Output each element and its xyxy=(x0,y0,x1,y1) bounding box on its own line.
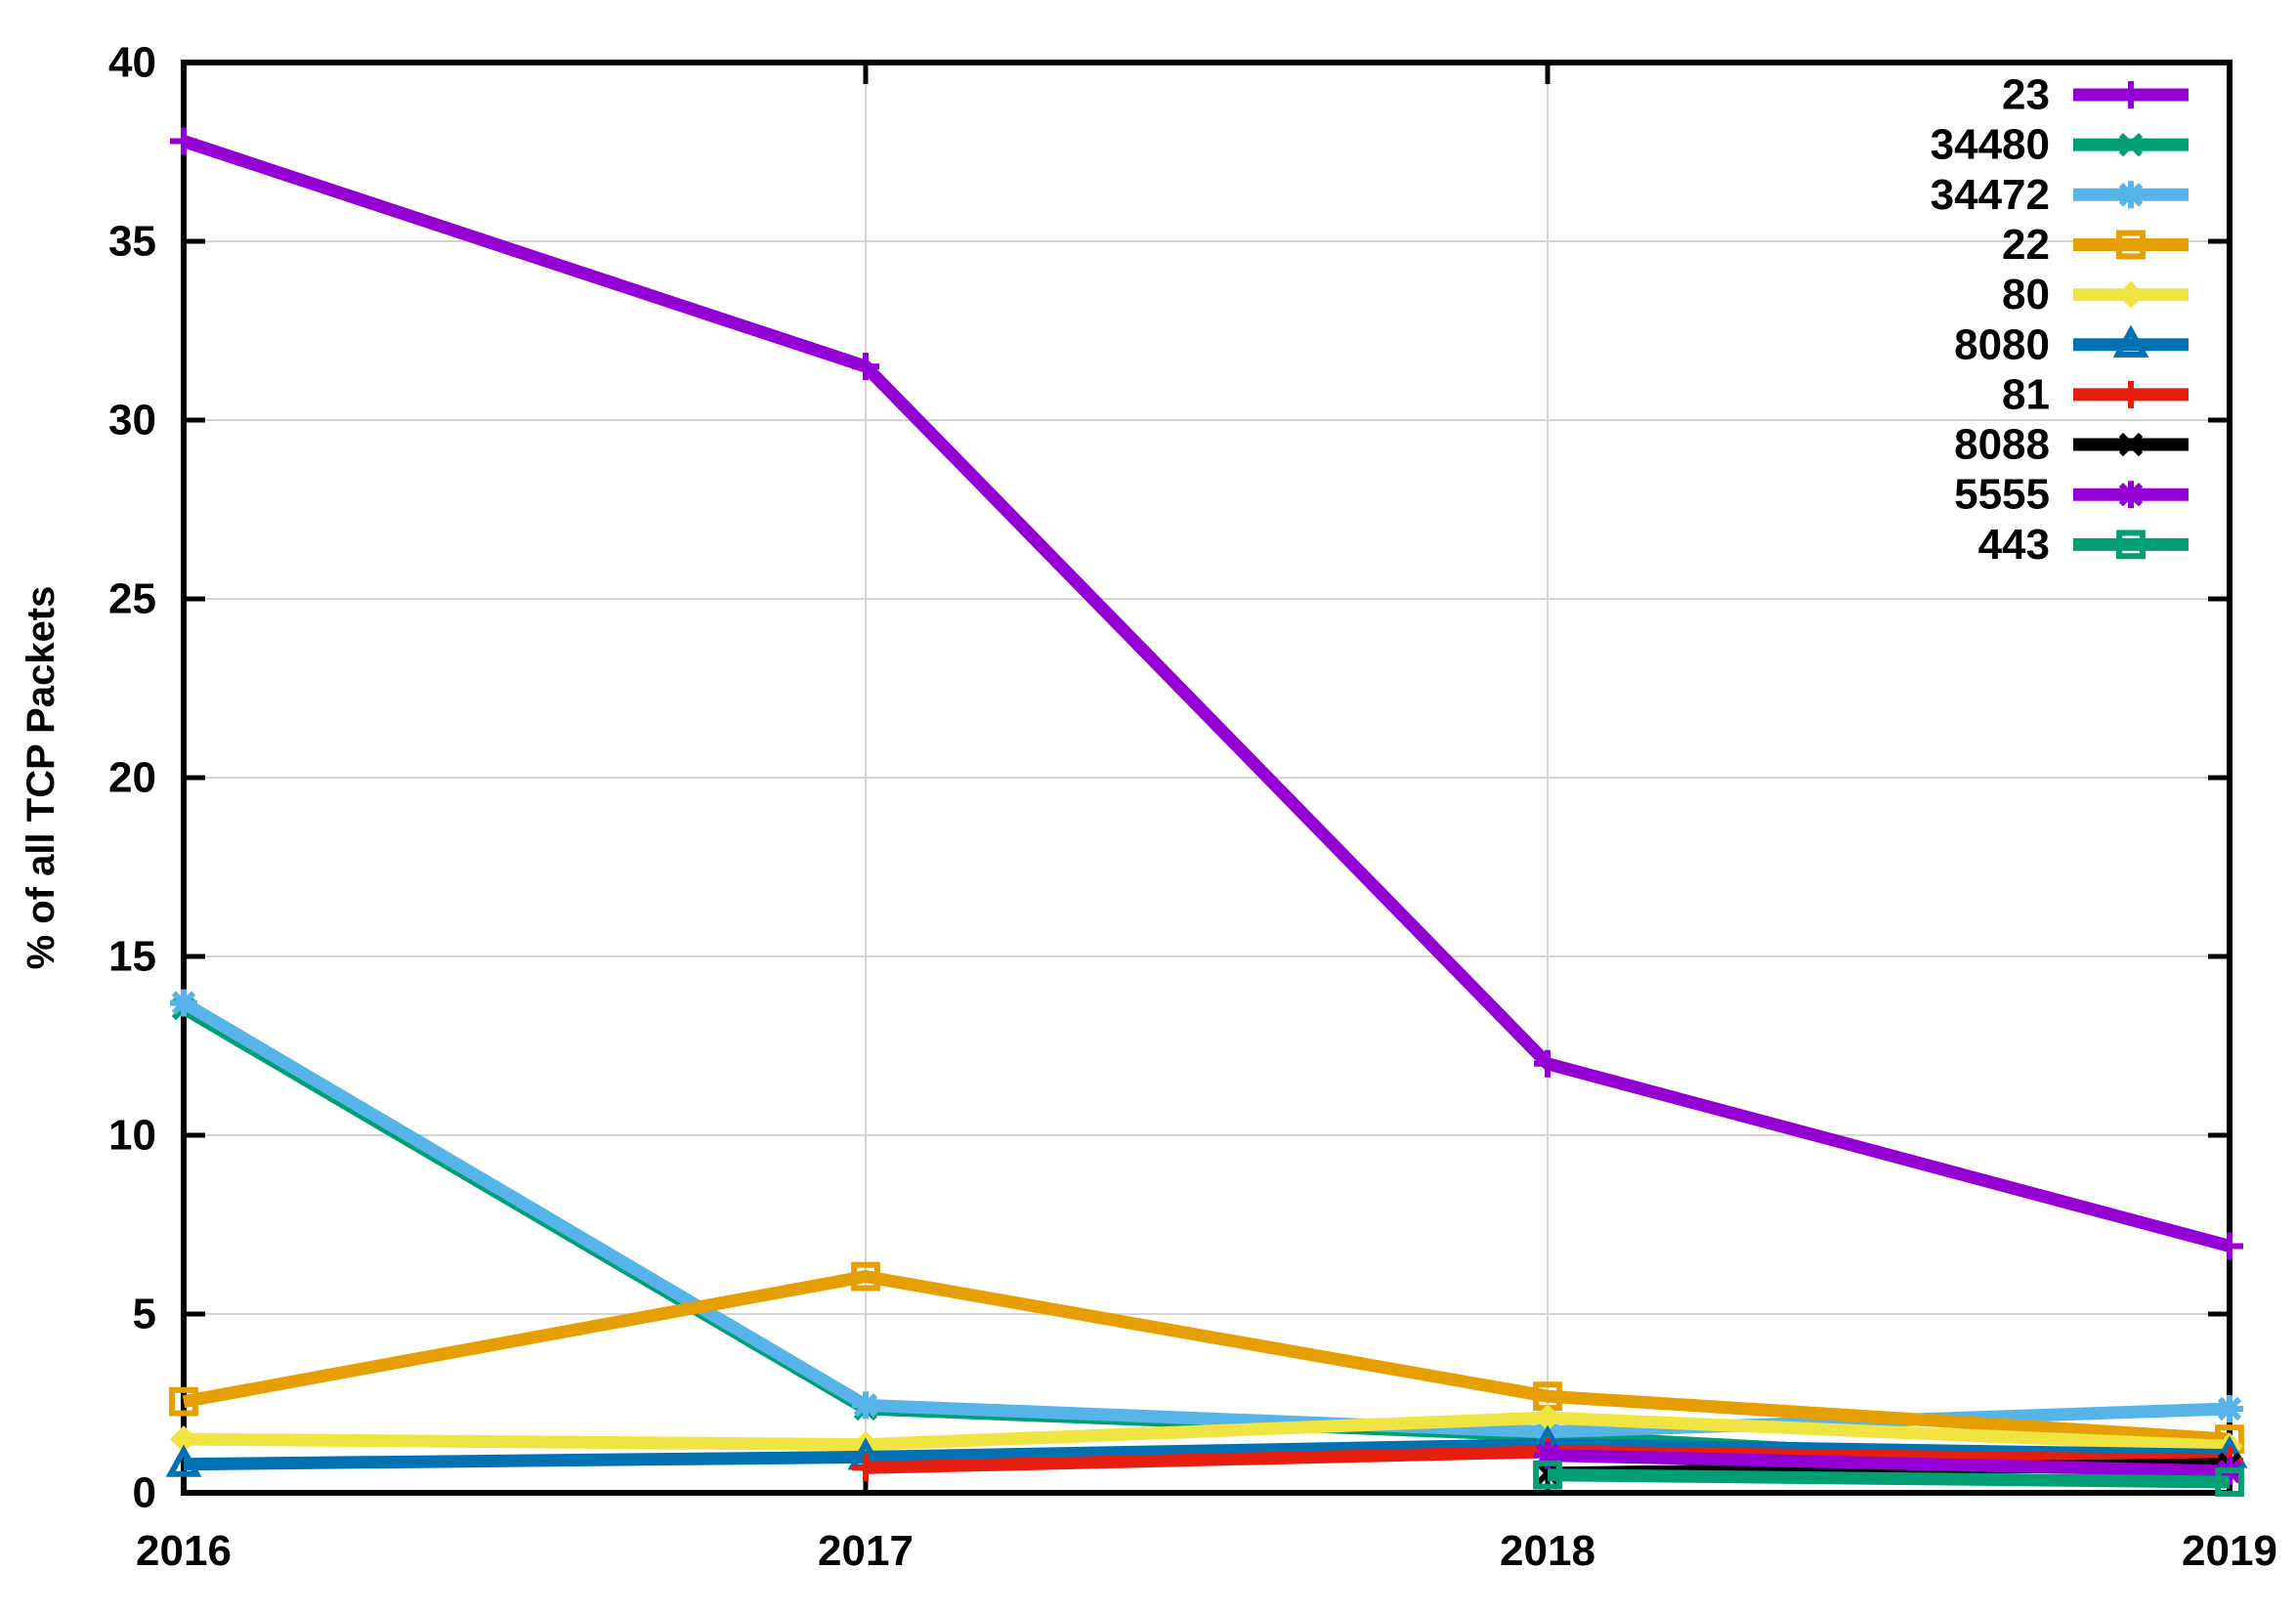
series-line-22 xyxy=(182,1270,2231,1446)
series-marker-34472-2017 xyxy=(852,1391,879,1420)
y-axis-label: % of all TCP Packets xyxy=(20,586,63,970)
legend-marker-80 xyxy=(2117,280,2145,309)
legend-marker-8088 xyxy=(2118,432,2144,457)
x-tick-label-2018: 2018 xyxy=(1500,1527,1595,1575)
series-marker-81-2017 xyxy=(852,1454,879,1482)
legend-marker-34472 xyxy=(2117,181,2145,209)
x-tick-label-2019: 2019 xyxy=(2182,1527,2277,1575)
y-tick-label-20: 20 xyxy=(108,754,156,802)
series-line-80 xyxy=(183,1411,2231,1453)
series-marker-22-2016 xyxy=(169,1386,198,1417)
series-marker-80-2018 xyxy=(1534,1404,1561,1432)
legend-marker-443 xyxy=(2116,530,2146,560)
series-line-5555 xyxy=(1547,1449,2231,1478)
legend-label-443: 443 xyxy=(1978,521,2050,569)
series-marker-443-2018 xyxy=(1533,1460,1562,1490)
series-marker-8080-2016 xyxy=(165,1444,202,1477)
series-marker-80-2016 xyxy=(170,1425,197,1454)
series-marker-23-2018 xyxy=(1534,1049,1561,1078)
y-tick-label-0: 0 xyxy=(133,1469,156,1517)
legend-marker-23 xyxy=(2117,81,2145,108)
y-tick-label-5: 5 xyxy=(133,1291,156,1338)
series-line-443 xyxy=(1547,1468,2231,1489)
x-tick-label-2016: 2016 xyxy=(136,1527,232,1575)
legend-marker-5555 xyxy=(2117,481,2145,509)
legend-marker-8080 xyxy=(2112,324,2149,358)
series-marker-34472-2016 xyxy=(170,989,197,1017)
legend-marker-81 xyxy=(2117,380,2145,408)
series-marker-34472-2019 xyxy=(2216,1394,2243,1422)
legend-label-22: 22 xyxy=(2002,221,2050,269)
legend-label-81: 81 xyxy=(2002,370,2050,418)
legend-label-34472: 34472 xyxy=(1931,171,2050,219)
series-marker-23-2019 xyxy=(2216,1232,2243,1260)
legend-label-8080: 8080 xyxy=(1954,320,2050,368)
series-marker-443-2019 xyxy=(2215,1467,2244,1497)
legend-label-5555: 5555 xyxy=(1954,471,2050,519)
series-line-23 xyxy=(181,135,2232,1252)
y-tick-label-30: 30 xyxy=(108,397,156,445)
x-tick-label-2017: 2017 xyxy=(818,1527,914,1575)
legend-label-8088: 8088 xyxy=(1954,421,2050,469)
y-tick-label-25: 25 xyxy=(108,575,156,623)
series-marker-23-2017 xyxy=(852,353,879,381)
legend-label-80: 80 xyxy=(2002,271,2050,318)
y-tick-label-35: 35 xyxy=(108,218,156,266)
legend-label-34480: 34480 xyxy=(1931,121,2050,169)
y-tick-label-10: 10 xyxy=(108,1112,156,1160)
y-tick-label-15: 15 xyxy=(108,933,156,981)
y-tick-label-40: 40 xyxy=(108,39,156,87)
series-marker-23-2016 xyxy=(170,127,197,155)
legend-marker-34480 xyxy=(2118,132,2144,157)
legend-marker-22 xyxy=(2116,230,2146,260)
legend-label-23: 23 xyxy=(2002,71,2050,119)
series-marker-22-2017 xyxy=(851,1261,880,1292)
